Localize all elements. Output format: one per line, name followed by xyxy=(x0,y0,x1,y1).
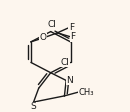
Text: F: F xyxy=(70,32,75,41)
Text: Cl: Cl xyxy=(48,20,57,29)
Text: CH₃: CH₃ xyxy=(79,87,94,97)
Text: F: F xyxy=(69,23,74,32)
Text: N: N xyxy=(66,76,73,85)
Text: Cl: Cl xyxy=(60,58,69,67)
Text: S: S xyxy=(31,102,36,111)
Text: O: O xyxy=(40,33,47,42)
